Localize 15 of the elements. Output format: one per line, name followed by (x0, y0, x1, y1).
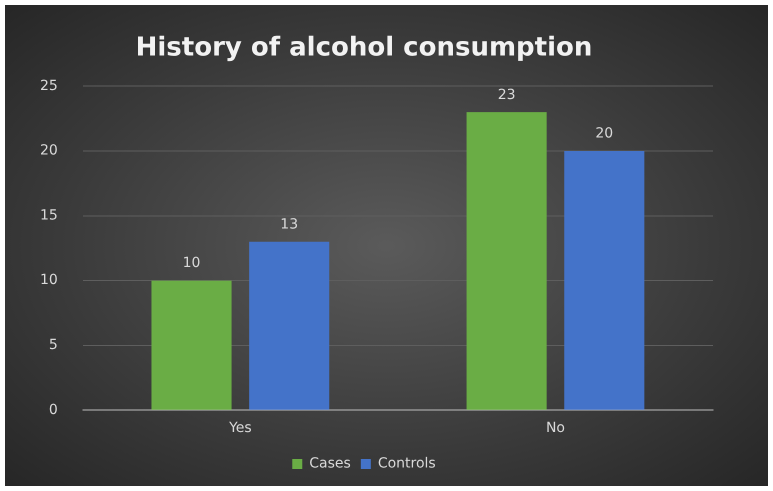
y-tick-label: 5 (48, 337, 58, 354)
data-label: 23 (498, 86, 516, 103)
chart-title: History of alcohol consumption (136, 32, 592, 62)
y-tick-label: 15 (40, 207, 58, 224)
data-label: 13 (280, 216, 298, 232)
data-label: 10 (182, 255, 200, 272)
legend-label: Cases (309, 456, 351, 472)
y-tick-label: 0 (48, 402, 58, 418)
x-tick-label: No (546, 420, 565, 436)
y-tick-label: 25 (40, 78, 58, 94)
data-label: 20 (595, 126, 614, 142)
y-tick-label: 10 (40, 272, 58, 288)
x-tick-label: Yes (228, 420, 252, 436)
legend-label: Controls (378, 456, 436, 472)
y-tick-label: 20 (40, 142, 58, 159)
